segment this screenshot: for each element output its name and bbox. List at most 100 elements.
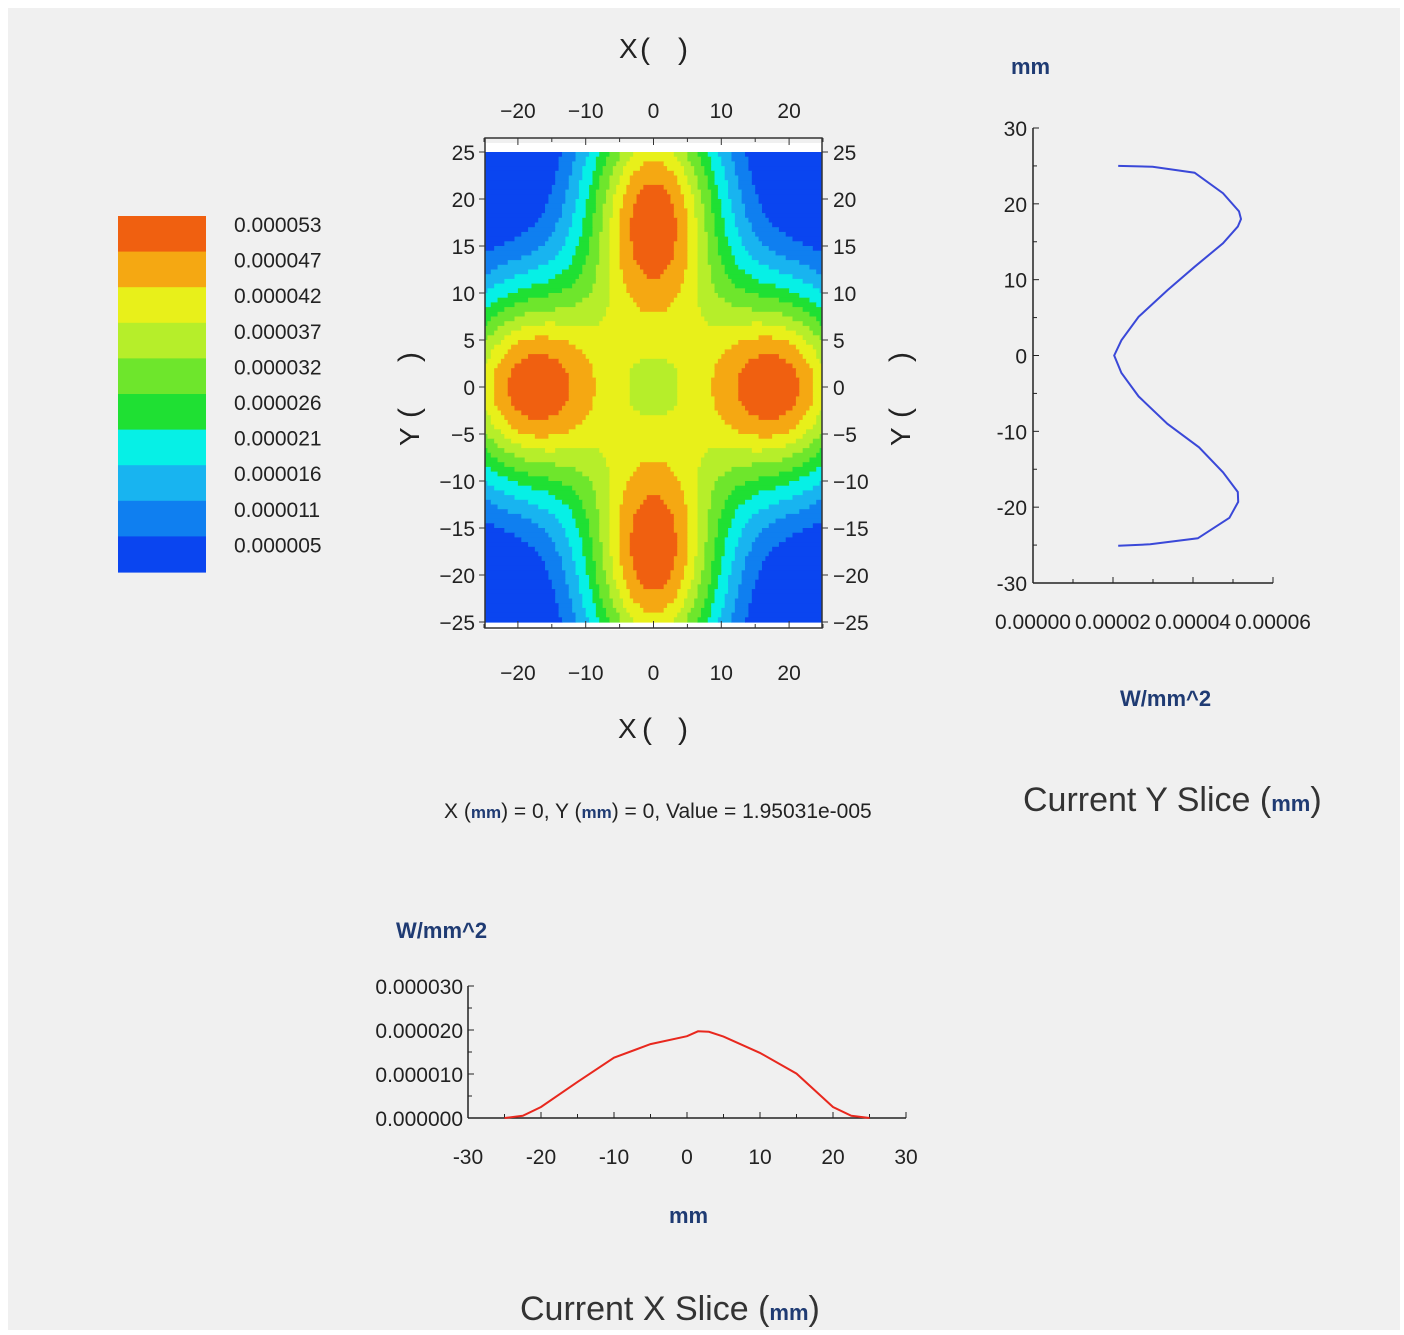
heatmap-cell-run xyxy=(568,231,583,238)
heatmap-cell-run xyxy=(809,264,822,271)
heatmap-cell-run xyxy=(561,246,577,252)
heatmap-cell-run xyxy=(673,363,716,369)
heatmap-cell-run xyxy=(494,283,533,289)
heatmap-cell-run xyxy=(700,575,712,581)
heatmap-cell-run xyxy=(485,278,505,285)
heatmap-cell-run xyxy=(609,236,621,242)
heatmap-cell-run xyxy=(677,612,688,618)
heatmap-cell-run xyxy=(572,607,587,614)
heatmap-cell-run xyxy=(575,278,597,285)
heatmap-cell-run xyxy=(707,231,716,238)
heatmap-right-tick-label: −10 xyxy=(833,471,869,494)
heatmap-cell-run xyxy=(504,307,556,313)
y-slice-series-line xyxy=(1113,164,1243,547)
heatmap-cell-run xyxy=(731,250,750,256)
heatmap-cell-run xyxy=(673,250,688,256)
heatmap-cell-run xyxy=(734,260,760,266)
heatmap-cell-run xyxy=(714,363,746,369)
heatmap-cell-run xyxy=(626,485,682,491)
heatmap-cell-run xyxy=(795,396,814,402)
heatmap-cell-run xyxy=(555,170,573,177)
heatmap-cell-run xyxy=(714,485,736,491)
heatmap-cell-run xyxy=(751,589,822,595)
heatmap-cell-run xyxy=(745,203,763,209)
heatmap-cell-run xyxy=(700,457,783,463)
heatmap-cell-run xyxy=(595,194,607,200)
heatmap-cell-run xyxy=(528,471,583,477)
heatmap-cell-run xyxy=(738,504,770,510)
heatmap-cell-run xyxy=(714,556,722,562)
heatmap-cell-run xyxy=(694,208,705,214)
heatmap-cell-run xyxy=(707,260,722,266)
heatmap-cell-run xyxy=(816,499,822,506)
heatmap-cell-run xyxy=(585,213,594,219)
heatmap-cell-run xyxy=(568,184,580,191)
heatmap-cell-run xyxy=(585,509,600,515)
heatmap-cell-run xyxy=(528,542,556,548)
heatmap-cell-run xyxy=(555,495,580,501)
heatmap-cell-run xyxy=(585,255,600,261)
heatmap-cell-run xyxy=(485,213,543,219)
heatmap-cell-run xyxy=(578,495,597,501)
heatmap-cell-run xyxy=(734,607,750,614)
heatmap-cell-run xyxy=(507,349,583,355)
heatmap-cell-run xyxy=(578,274,597,280)
heatmap-cell-run xyxy=(812,391,822,397)
heatmap-cell-run xyxy=(684,565,695,571)
heatmap-cell-run xyxy=(687,589,699,595)
heatmap-cell-run xyxy=(741,368,797,374)
heatmap-cell-run xyxy=(643,269,665,275)
heatmap-cell-run xyxy=(745,152,822,158)
heatmap-cell-run xyxy=(728,274,753,280)
heatmap-cell-run xyxy=(717,617,733,623)
heatmap-top-xlabel-open-paren: ( xyxy=(640,33,650,66)
heatmap-cell-run xyxy=(778,297,811,303)
heatmap-cell-run xyxy=(636,466,672,473)
heatmap-cell-run xyxy=(684,575,695,581)
heatmap-cell-run xyxy=(724,349,800,355)
heatmap-cell-run xyxy=(511,396,570,402)
heatmap-cell-run xyxy=(612,556,621,562)
heatmap-cell-run xyxy=(602,598,614,604)
heatmap-right-tick-label: −20 xyxy=(833,565,869,588)
heatmap-cell-run xyxy=(711,499,726,506)
heatmap-cell-run xyxy=(711,495,729,501)
heatmap-cell-run xyxy=(748,607,822,614)
heatmap-cell-run xyxy=(711,264,726,271)
heatmap-cell-run xyxy=(687,513,699,520)
heatmap-cell-run xyxy=(707,593,716,600)
heatmap-cell-run xyxy=(609,471,634,477)
heatmap-cell-run xyxy=(622,598,634,604)
heatmap-cell-run xyxy=(592,401,631,407)
heatmap-cell-run xyxy=(609,466,638,473)
heatmap-cell-run xyxy=(694,170,705,177)
heatmap-cell-run xyxy=(487,448,505,454)
heatmap-cell-run xyxy=(497,405,516,412)
heatmap-cell-run xyxy=(606,199,614,205)
heatmap-cell-run xyxy=(585,156,597,162)
heatmap-cell-run xyxy=(602,170,614,177)
heatmap-cell-run xyxy=(677,368,716,374)
heatmap-cell-run xyxy=(609,528,621,534)
heatmap-cell-run xyxy=(485,443,499,449)
heatmap-cell-run xyxy=(619,175,631,181)
heatmap-cell-run xyxy=(606,161,617,167)
heatmap-cell-run xyxy=(758,194,822,200)
heatmap-cell-run xyxy=(768,551,822,557)
heatmap-cell-run xyxy=(626,584,644,590)
heatmap-cell-run xyxy=(677,236,688,242)
heatmap-cell-run xyxy=(717,532,729,538)
heatmap-cell-run xyxy=(704,551,716,557)
heatmap-cell-run xyxy=(504,321,546,327)
heatmap-cell-run xyxy=(500,340,519,346)
heatmap-cell-run xyxy=(714,170,726,177)
heatmap-cell-run xyxy=(714,283,736,289)
heatmap-cell-run xyxy=(721,161,736,167)
heatmap-cell-run xyxy=(485,424,495,430)
heatmap-cell-run xyxy=(704,560,712,567)
heatmap-cell-run xyxy=(561,499,583,506)
legend-swatch xyxy=(118,394,206,431)
heatmap-cell-run xyxy=(728,189,743,195)
heatmap-cell-run xyxy=(700,307,753,313)
heatmap-cell-run xyxy=(690,189,702,195)
